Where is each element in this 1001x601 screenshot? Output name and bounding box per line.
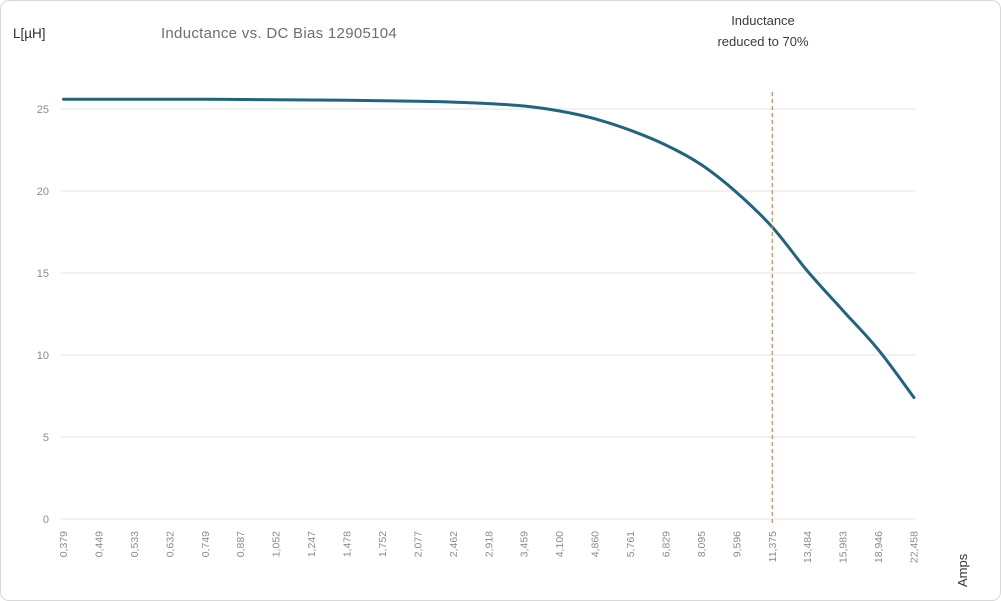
x-axis-unit-label: Amps [955, 553, 970, 587]
x-tick-label: 2,462 [448, 531, 460, 557]
y-tick-label: 20 [37, 186, 49, 198]
x-tick-label: 1,247 [306, 531, 318, 557]
threshold-annotation: Inductance reduced to 70% [683, 10, 843, 52]
x-tick-label: 5,761 [625, 531, 637, 557]
y-axis-tick-labels: 0 5 10 15 20 25 [37, 104, 49, 526]
y-tick-label: 25 [37, 104, 49, 116]
x-tick-label: 0,632 [164, 531, 176, 557]
x-tick-label: 3,459 [519, 531, 531, 557]
x-tick-label: 1,478 [342, 531, 354, 557]
y-axis-unit-label: L[µH] [13, 26, 46, 41]
x-tick-label: 2,918 [483, 531, 495, 557]
x-tick-label: 15,983 [838, 531, 850, 563]
x-tick-label: 8,095 [696, 531, 708, 557]
threshold-annotation-line1: Inductance [731, 13, 795, 28]
x-tick-label: 0,887 [235, 531, 247, 557]
x-tick-label: 11,375 [767, 531, 779, 562]
inductance-curve [62, 97, 916, 400]
x-tick-label: 0,449 [93, 531, 105, 557]
x-tick-label: 13,484 [802, 531, 814, 563]
x-tick-label: 1,752 [377, 531, 389, 557]
y-tick-label: 10 [37, 350, 49, 362]
gridlines-group [61, 108, 916, 520]
x-tick-label: 9,596 [731, 531, 743, 557]
x-tick-label: 1,052 [271, 531, 283, 557]
chart-title: Inductance vs. DC Bias 12905104 [160, 25, 398, 42]
x-axis-tick-labels: 0,379 0,449 0,533 0,632 0,749 0,887 1,052 1,247… [58, 531, 921, 563]
x-tick-label: 0,533 [129, 531, 141, 557]
x-tick-label: 0,379 [58, 531, 70, 557]
x-tick-label: 6,829 [660, 531, 672, 557]
x-tick-label: 18,946 [873, 531, 885, 563]
threshold-annotation-line2: reduced to 70% [717, 34, 809, 49]
x-tick-label: 4,860 [590, 531, 602, 557]
x-tick-label: 4,100 [554, 531, 566, 557]
y-tick-label: 0 [43, 514, 49, 526]
x-tick-label: 0,749 [200, 531, 212, 557]
x-tick-label: 2,077 [412, 531, 424, 557]
x-tick-label: 22,458 [909, 531, 921, 563]
y-tick-label: 5 [43, 432, 49, 444]
y-tick-label: 15 [37, 268, 49, 280]
